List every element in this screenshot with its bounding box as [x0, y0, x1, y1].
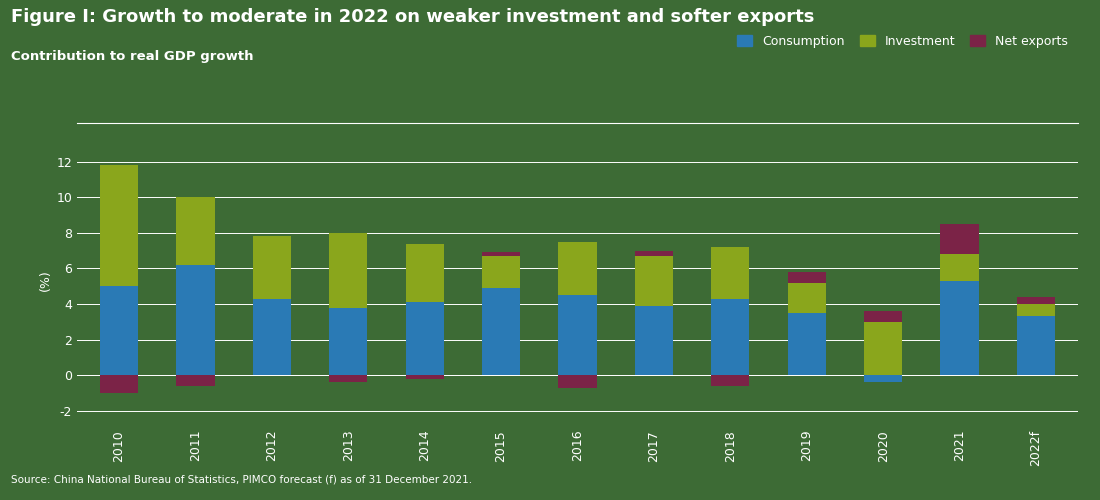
Bar [864, 322, 902, 375]
Bar [864, 311, 902, 322]
Bar [635, 306, 673, 375]
Bar [940, 254, 979, 281]
Bar [176, 375, 214, 386]
Bar [559, 242, 596, 295]
Bar [635, 250, 673, 256]
Bar [329, 233, 367, 308]
Bar [176, 265, 214, 375]
Bar [788, 313, 826, 375]
Bar [712, 375, 749, 386]
Bar [940, 224, 979, 254]
Text: Source: China National Bureau of Statistics, PIMCO forecast (f) as of 31 Decembe: Source: China National Bureau of Statist… [11, 475, 472, 485]
Bar [712, 298, 749, 375]
Bar [1016, 304, 1055, 316]
Bar [329, 375, 367, 382]
Bar [329, 308, 367, 375]
Bar [559, 295, 596, 375]
Legend: Consumption, Investment, Net exports: Consumption, Investment, Net exports [734, 31, 1071, 52]
Bar [482, 252, 520, 256]
Bar [482, 288, 520, 375]
Bar [482, 256, 520, 288]
Bar [788, 282, 826, 313]
Bar [406, 302, 443, 375]
Bar [712, 247, 749, 298]
Bar [864, 375, 902, 382]
Bar [940, 281, 979, 375]
Bar [1016, 297, 1055, 304]
Bar [406, 244, 443, 302]
Bar [635, 256, 673, 306]
Bar [176, 198, 214, 265]
Bar [1016, 316, 1055, 375]
Bar [253, 236, 292, 298]
Text: Contribution to real GDP growth: Contribution to real GDP growth [11, 50, 253, 63]
Y-axis label: (%): (%) [40, 269, 52, 291]
Bar [559, 375, 596, 388]
Bar [788, 272, 826, 282]
Bar [100, 165, 139, 286]
Bar [406, 375, 443, 378]
Bar [253, 298, 292, 375]
Bar [100, 375, 139, 393]
Bar [100, 286, 139, 375]
Text: Figure I: Growth to moderate in 2022 on weaker investment and softer exports: Figure I: Growth to moderate in 2022 on … [11, 8, 814, 26]
